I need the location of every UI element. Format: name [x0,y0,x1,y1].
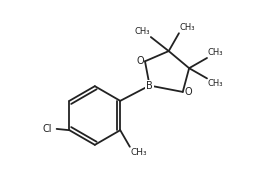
Text: O: O [185,87,193,97]
Text: CH₃: CH₃ [130,148,147,157]
Text: CH₃: CH₃ [179,23,195,32]
Text: Cl: Cl [42,124,52,134]
Text: CH₃: CH₃ [208,79,223,88]
Text: B: B [146,80,153,91]
Text: O: O [136,56,144,66]
Text: CH₃: CH₃ [208,48,223,57]
Text: CH₃: CH₃ [135,27,150,36]
